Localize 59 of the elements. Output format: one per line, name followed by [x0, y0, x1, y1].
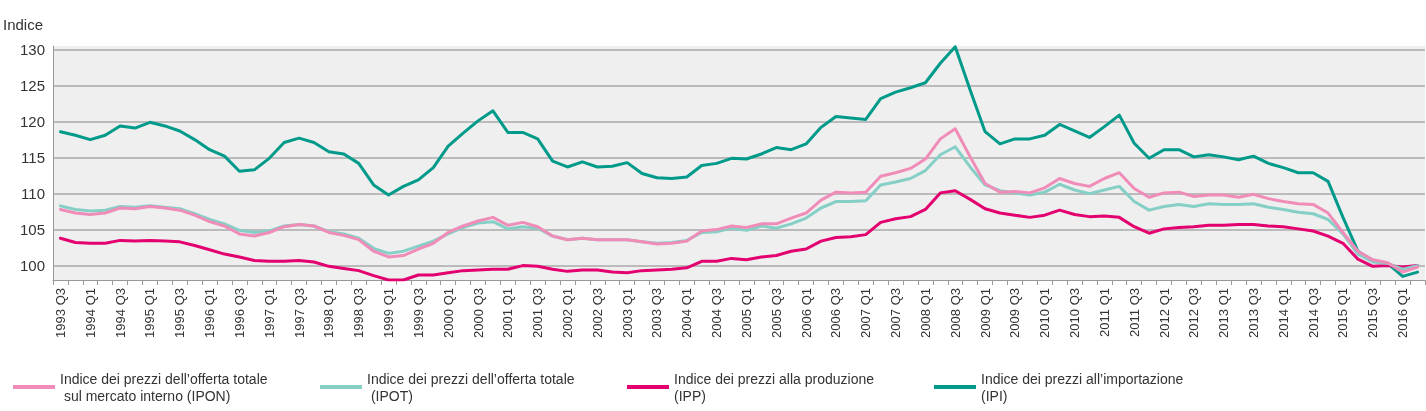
x-tick-label: 1998 Q3 [351, 288, 367, 338]
x-tick-label: 1997 Q3 [291, 288, 307, 338]
line-series [58, 45, 1420, 278]
x-tick-label: 2010 Q3 [1067, 288, 1083, 338]
x-tick-label: 2003 Q3 [649, 288, 665, 338]
x-tick-label: 2009 Q3 [1007, 288, 1023, 338]
legend-label: Indice dei prezzi all’importazione (IPI) [981, 370, 1188, 404]
x-tick-label: 2013 Q3 [1246, 288, 1261, 338]
x-tick-label: 2012 Q1 [1156, 288, 1172, 338]
x-tick-label: 2005 Q3 [768, 288, 784, 338]
x-tick-label: 2004 Q3 [709, 288, 725, 338]
x-tick-label: 2005 Q1 [738, 288, 754, 338]
x-tick-label: 2008 Q3 [947, 288, 963, 338]
y-tick-label: 115 [21, 149, 45, 167]
x-tick-label: 1994 Q1 [82, 288, 98, 338]
x-tick-label: 2007 Q1 [858, 288, 874, 338]
x-tick-label: 2000 Q3 [470, 288, 486, 338]
x-tick-label: 1993 Q3 [52, 288, 68, 338]
x-tick-label: 2002 Q3 [589, 288, 605, 338]
x-tick-label: 1999 Q1 [381, 288, 397, 338]
x-tick-label: 1996 Q3 [231, 288, 247, 338]
x-tick-label: 2003 Q1 [619, 288, 635, 338]
x-tick-label: 2006 Q1 [798, 288, 814, 338]
x-tick-label: 2001 Q1 [500, 288, 516, 338]
x-tick-label: 2004 Q1 [679, 288, 695, 338]
y-tick-label: 100 [19, 257, 45, 275]
x-tick-label: 2010 Q1 [1037, 288, 1053, 338]
y-tick-label: 125 [19, 77, 45, 95]
x-tick-label: 2015 Q1 [1335, 288, 1351, 338]
legend-label: Indice dei prezzi dell’offerta totale (IPOT) [367, 370, 575, 404]
x-tick-label: 2008 Q1 [917, 288, 933, 338]
x-tick-label: 2007 Q3 [888, 288, 904, 338]
x-tick-label: 2015 Q3 [1365, 288, 1381, 338]
y-tick-label: 120 [19, 113, 45, 131]
x-tick-label: 1997 Q1 [261, 288, 277, 338]
x-tick-label: 2006 Q3 [828, 288, 844, 338]
x-tick-label: 1994 Q3 [112, 288, 128, 338]
x-tick-label: 1996 Q1 [202, 288, 218, 338]
x-tick-label: 1995 Q1 [142, 288, 158, 338]
x-tick-label: 2011 Q3 [1126, 288, 1142, 337]
y-axis-title: Indice [3, 16, 44, 33]
x-tick-label: 2016 Q1 [1395, 288, 1411, 338]
x-tick-label: 2001 Q3 [530, 288, 546, 338]
x-tick-label: 2014 Q3 [1305, 288, 1321, 338]
y-tick-label: 105 [19, 221, 45, 239]
x-tick-label: 2012 Q3 [1186, 288, 1202, 338]
x-tick-label: 2009 Q1 [977, 288, 993, 338]
legend-label: Indice dei prezzi dell’offerta totale sul mercato interno (IPON) [60, 370, 268, 404]
x-tick-label: 1995 Q3 [172, 288, 188, 338]
y-tick-label: 130 [19, 41, 45, 59]
x-tick-label: 2002 Q1 [560, 288, 575, 338]
x-tick-label: 2014 Q1 [1275, 288, 1291, 338]
x-tick-label: 2011 Q1 [1096, 288, 1112, 337]
x-tick-label: 1998 Q1 [321, 288, 337, 338]
x-tick-label: 2013 Q1 [1216, 288, 1232, 338]
x-tick-label: 2000 Q1 [440, 288, 456, 338]
x-tick-label: 1999 Q3 [410, 288, 426, 338]
y-tick-label: 110 [21, 185, 45, 203]
legend-label: Indice dei prezzi alla produzione (IPP) [674, 370, 878, 404]
